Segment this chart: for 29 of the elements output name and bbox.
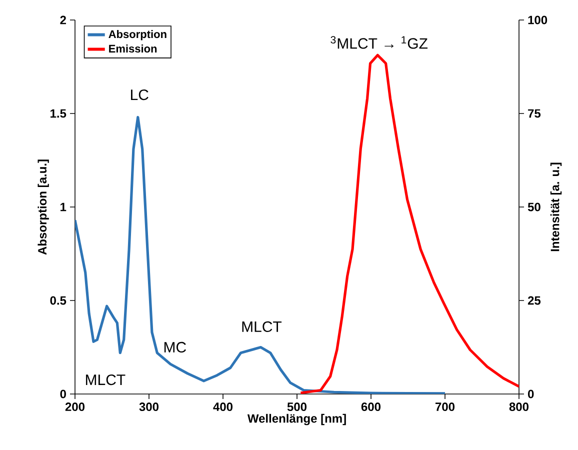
y-tick-label: 1 (60, 202, 66, 212)
x-tick-label: 200 (65, 402, 85, 412)
x-tick-label: 400 (213, 402, 233, 412)
annotation: MLCT (242, 321, 282, 332)
x-tick-label: 600 (361, 402, 381, 412)
y-tick-label: 0 (60, 390, 66, 398)
y2-axis-title: Intensität [a. u.] (550, 162, 562, 252)
x-tick-label: 800 (509, 402, 529, 412)
y2-tick-label: 100 (528, 16, 548, 24)
y-axis-title: Absorption [a.u.] (38, 160, 49, 255)
annotation: MC (164, 342, 186, 353)
annotation: $^{3}$MLCT → $^{1}$GZ (330, 36, 428, 49)
annotation: LC (131, 89, 148, 100)
x-axis-title: Wellenlänge [nm] (247, 414, 346, 426)
y-tick-label: 2 (60, 16, 66, 24)
line-series (75, 116, 446, 394)
y-tick-label: 1.5 (50, 109, 66, 118)
y2-tick-label: 50 (528, 202, 540, 212)
y-tick-label: 0.5 (50, 296, 66, 305)
x-tick-label: 500 (287, 402, 307, 412)
y2-tick-label: 75 (528, 109, 541, 118)
line-series (299, 54, 519, 394)
x-tick-label: 700 (436, 402, 455, 412)
y2-tick-label: 25 (528, 296, 541, 305)
y2-tick-label: 0 (528, 390, 534, 398)
legend-label: Absorption (108, 30, 166, 40)
legend-label: Emission (109, 44, 157, 53)
annotation: MLCT (86, 374, 126, 386)
x-tick-label: 300 (139, 402, 159, 412)
